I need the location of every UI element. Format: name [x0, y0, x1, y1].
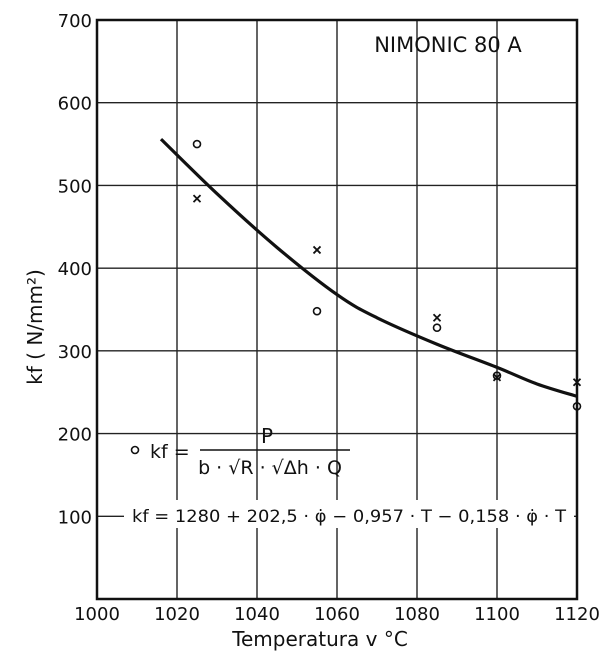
y-tick-label: 300: [58, 342, 92, 363]
formula-2-background: [124, 500, 574, 528]
y-tick-label: 400: [58, 259, 92, 280]
x-tick-label: 1120: [554, 604, 600, 625]
formula-1-lhs: kf =: [150, 441, 190, 463]
plot-frame: [95, 18, 579, 601]
point-cross: [312, 245, 322, 255]
y-tick-label: 600: [58, 94, 92, 115]
x-tick-label: 1080: [394, 604, 440, 625]
y-tick-label: 100: [58, 507, 92, 528]
y-axis-label: kf ( N/mm²): [23, 269, 47, 385]
y-tick-label: 500: [58, 176, 92, 197]
point-circle: [492, 371, 502, 380]
point-circle: [192, 139, 202, 149]
point-cross: [192, 194, 202, 203]
formula-1: kf = P b · √R · √Δh · Q: [130, 424, 350, 479]
fit-curve-group: [159, 137, 578, 398]
x-tick-label: 1040: [234, 604, 280, 625]
point-circle: [312, 306, 322, 316]
y-tick-label: 200: [58, 425, 92, 446]
formula-1-marker: [130, 445, 140, 455]
y-tick-label: 700: [58, 11, 92, 32]
x-tick-label: 1060: [314, 604, 360, 625]
point-cross: [492, 373, 502, 382]
point-circle: [572, 401, 582, 411]
fit-curve: [159, 137, 578, 398]
formula-2-text: kf = 1280 + 202,5 · φ̇ − 0,957 · T − 0,1…: [132, 507, 567, 527]
chart-title: NIMONIC 80 A: [374, 33, 522, 57]
formula-1-denominator: b · √R · √Δh · Q: [198, 457, 342, 479]
point-circle: [432, 323, 442, 332]
x-axis-label: Temperatura v °C: [231, 627, 408, 651]
formula-1-numerator: P: [261, 424, 273, 448]
point-cross: [432, 313, 442, 322]
point-cross: [572, 378, 582, 387]
tick-labels: 1000 1020 1040 1060 1080 1100 1120 100 200 300 400…: [58, 11, 600, 625]
x-tick-label: 1000: [74, 604, 120, 625]
data-points: [192, 139, 582, 411]
formula-2: kf = 1280 + 202,5 · φ̇ − 0,957 · T − 0,1…: [124, 500, 574, 528]
x-tick-label: 1020: [154, 604, 200, 625]
x-tick-label: 1100: [474, 604, 520, 625]
